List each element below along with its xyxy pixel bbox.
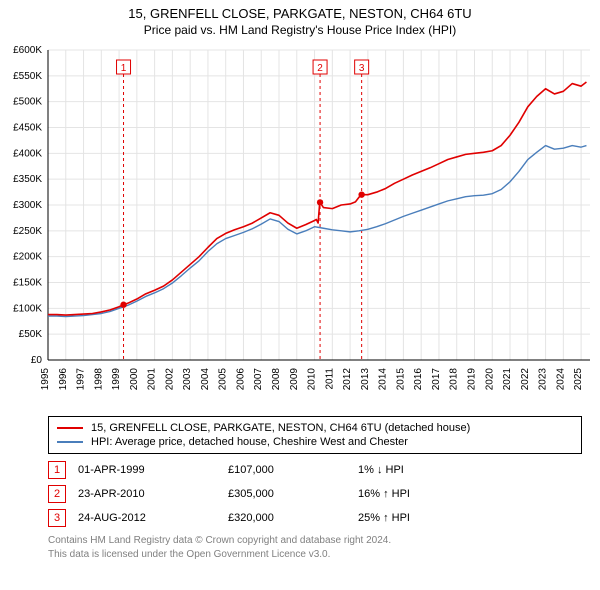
legend-label: 15, GRENFELL CLOSE, PARKGATE, NESTON, CH… <box>91 422 470 434</box>
sale-row: 2 23-APR-2010£305,00016% ↑ HPI <box>48 482 518 506</box>
svg-text:2023: 2023 <box>538 368 549 391</box>
svg-text:1995: 1995 <box>40 368 51 391</box>
sale-row: 3 24-AUG-2012£320,00025% ↑ HPI <box>48 506 518 530</box>
svg-text:1998: 1998 <box>93 368 104 391</box>
svg-text:2008: 2008 <box>271 368 282 391</box>
svg-text:2: 2 <box>317 63 323 74</box>
title-main: 15, GRENFELL CLOSE, PARKGATE, NESTON, CH… <box>0 6 600 23</box>
legend-swatch <box>57 441 83 443</box>
svg-text:2003: 2003 <box>182 368 193 391</box>
svg-text:1997: 1997 <box>76 368 87 391</box>
svg-text:£350K: £350K <box>13 175 42 186</box>
svg-text:2018: 2018 <box>449 368 460 391</box>
svg-text:£550K: £550K <box>13 71 42 82</box>
svg-text:1996: 1996 <box>58 368 69 391</box>
svg-text:£600K: £600K <box>13 45 42 56</box>
sale-price: £107,000 <box>228 458 358 482</box>
svg-text:2004: 2004 <box>200 368 211 391</box>
svg-text:3: 3 <box>359 63 365 74</box>
svg-text:2019: 2019 <box>466 368 477 391</box>
sale-badge: 3 <box>48 509 66 527</box>
svg-text:£50K: £50K <box>19 330 43 341</box>
sales-table: 1 01-APR-1999£107,0001% ↓ HPI 2 23-APR-2010… <box>48 458 518 530</box>
svg-text:2012: 2012 <box>342 368 353 391</box>
svg-text:2020: 2020 <box>484 368 495 391</box>
svg-text:£300K: £300K <box>13 200 42 211</box>
sale-date: 01-APR-1999 <box>78 458 228 482</box>
svg-text:2006: 2006 <box>235 368 246 391</box>
attribution-line: This data is licensed under the Open Gov… <box>48 548 582 562</box>
legend-swatch <box>57 427 83 429</box>
attribution: Contains HM Land Registry data © Crown c… <box>48 534 582 561</box>
sale-price: £305,000 <box>228 482 358 506</box>
svg-text:2017: 2017 <box>431 368 442 391</box>
svg-text:2000: 2000 <box>129 368 140 391</box>
svg-text:£500K: £500K <box>13 97 42 108</box>
svg-text:2022: 2022 <box>520 368 531 391</box>
title-sub: Price paid vs. HM Land Registry's House … <box>0 23 600 39</box>
svg-text:£100K: £100K <box>13 304 42 315</box>
svg-text:2005: 2005 <box>218 368 229 391</box>
sale-badge: 2 <box>48 485 66 503</box>
svg-text:£200K: £200K <box>13 252 42 263</box>
sale-diff: 1% ↓ HPI <box>358 458 518 482</box>
svg-text:1999: 1999 <box>111 368 122 391</box>
svg-text:1: 1 <box>121 63 127 74</box>
legend-row: HPI: Average price, detached house, Ches… <box>57 435 573 449</box>
sale-date: 23-APR-2010 <box>78 482 228 506</box>
sale-badge: 1 <box>48 461 66 479</box>
legend-label: HPI: Average price, detached house, Ches… <box>91 436 408 448</box>
svg-text:£450K: £450K <box>13 123 42 134</box>
svg-text:2016: 2016 <box>413 368 424 391</box>
svg-text:£0: £0 <box>31 355 43 366</box>
line-chart: £0 £50K £100K £150K £200K £250K £300K £350K £400… <box>0 40 600 410</box>
sale-diff: 25% ↑ HPI <box>358 506 518 530</box>
svg-text:£250K: £250K <box>13 226 42 237</box>
attribution-line: Contains HM Land Registry data © Crown c… <box>48 534 582 548</box>
sale-diff: 16% ↑ HPI <box>358 482 518 506</box>
svg-text:2014: 2014 <box>378 368 389 391</box>
chart-titles: 15, GRENFELL CLOSE, PARKGATE, NESTON, CH… <box>0 0 600 40</box>
legend: 15, GRENFELL CLOSE, PARKGATE, NESTON, CH… <box>48 416 582 454</box>
svg-text:£400K: £400K <box>13 149 42 160</box>
sale-date: 24-AUG-2012 <box>78 506 228 530</box>
svg-text:2011: 2011 <box>324 368 335 390</box>
svg-text:2007: 2007 <box>253 368 264 391</box>
svg-text:2010: 2010 <box>307 368 318 391</box>
svg-text:2001: 2001 <box>147 368 158 391</box>
svg-text:2025: 2025 <box>573 368 584 391</box>
svg-text:2015: 2015 <box>395 368 406 391</box>
sale-price: £320,000 <box>228 506 358 530</box>
legend-row: 15, GRENFELL CLOSE, PARKGATE, NESTON, CH… <box>57 421 573 435</box>
chart-area: £0 £50K £100K £150K £200K £250K £300K £350K £400… <box>0 40 600 410</box>
svg-text:£150K: £150K <box>13 278 42 289</box>
sale-row: 1 01-APR-1999£107,0001% ↓ HPI <box>48 458 518 482</box>
svg-text:2009: 2009 <box>289 368 300 391</box>
svg-text:2002: 2002 <box>164 368 175 391</box>
svg-text:2024: 2024 <box>555 368 566 391</box>
svg-text:2013: 2013 <box>360 368 371 391</box>
svg-text:2021: 2021 <box>502 368 513 391</box>
